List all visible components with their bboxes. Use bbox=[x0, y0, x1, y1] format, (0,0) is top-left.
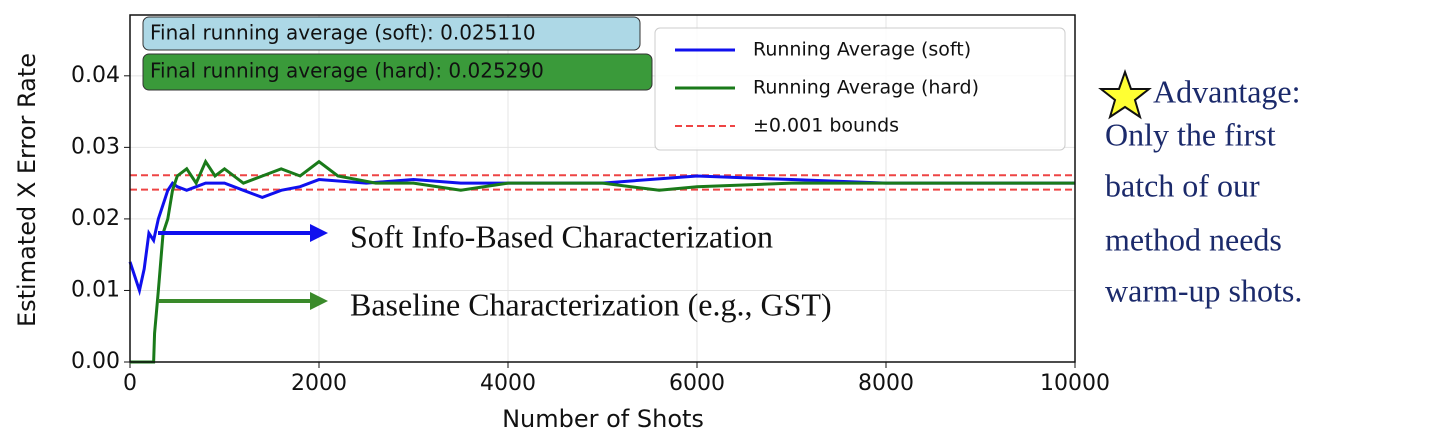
x-tick-label: 10000 bbox=[1040, 371, 1110, 396]
x-tick-label: 8000 bbox=[858, 371, 914, 396]
side-text: Advantage: bbox=[1153, 73, 1301, 109]
arrow-head bbox=[310, 292, 328, 310]
annotation-box bbox=[142, 53, 653, 91]
x-tick-label: 6000 bbox=[669, 371, 725, 396]
side-text: method needs bbox=[1105, 221, 1282, 257]
legend-box bbox=[654, 27, 1066, 151]
x-tick-label: 2000 bbox=[291, 371, 347, 396]
side-text: batch of our bbox=[1105, 167, 1260, 203]
arrow-head bbox=[310, 224, 328, 242]
side-text: warm-up shots. bbox=[1105, 272, 1302, 308]
y-tick-label: 0.03 bbox=[71, 134, 120, 159]
series-line bbox=[128, 174, 1075, 297]
annotation: Baseline Characterization (e.g., GST) bbox=[350, 286, 832, 322]
annotation-box bbox=[142, 16, 641, 51]
x-tick-label: 4000 bbox=[480, 371, 536, 396]
annotation: Final running average (hard): 0.025290 bbox=[150, 59, 544, 83]
y-axis-label: Estimated X Error Rate bbox=[13, 53, 41, 327]
annotation: Soft Info-Based Characterization bbox=[350, 218, 773, 254]
x-axis-label: Number of Shots bbox=[502, 405, 704, 433]
star-icon bbox=[1098, 68, 1152, 120]
side-text: Only the first bbox=[1105, 116, 1276, 152]
annotation: Final running average (soft): 0.025110 bbox=[150, 21, 536, 45]
y-tick-label: 0.04 bbox=[71, 63, 120, 88]
legend-label: ±0.001 bounds bbox=[753, 115, 899, 137]
x-tick-label: 0 bbox=[123, 371, 137, 396]
y-tick-label: 0.01 bbox=[71, 277, 120, 302]
plot-frame bbox=[129, 14, 1076, 363]
y-tick-label: 0.00 bbox=[71, 349, 120, 374]
y-tick-label: 0.02 bbox=[71, 206, 120, 231]
series-line bbox=[130, 158, 1075, 364]
legend-label: Running Average (soft) bbox=[753, 39, 971, 61]
legend-label: Running Average (hard) bbox=[753, 77, 979, 99]
